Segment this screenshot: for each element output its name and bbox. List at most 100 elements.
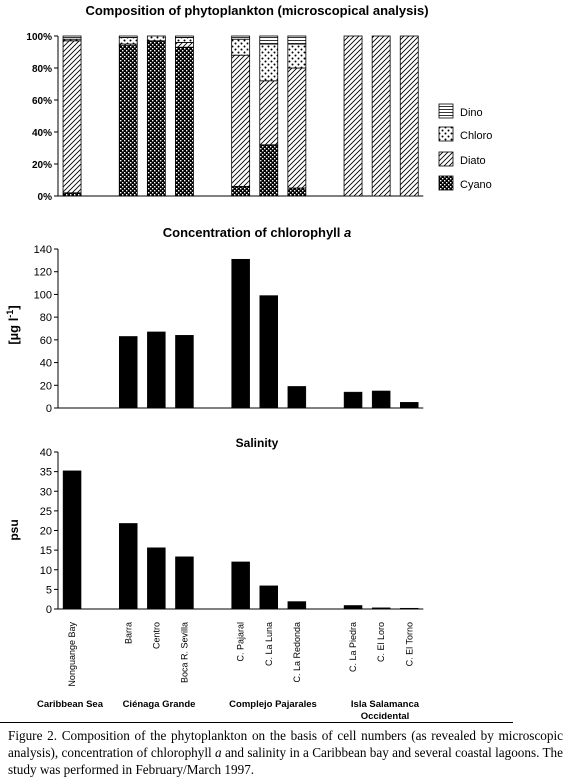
figure: Composition of phytoplankton (microscopi… bbox=[5, 3, 492, 722]
chart-2-y-tick-label: 140 bbox=[34, 244, 52, 256]
chart-1-bar-dino bbox=[231, 35, 251, 40]
chart-1-bar-diato bbox=[259, 80, 279, 146]
x-tick-label: Nonguange Bay bbox=[67, 622, 77, 687]
chart-1-bar-diato bbox=[399, 35, 419, 197]
chart-1-title: Composition of phytoplankton (microscopi… bbox=[85, 3, 428, 18]
chart-1-bar-cyano bbox=[287, 187, 307, 197]
x-tick-label: C. La Redonda bbox=[292, 622, 302, 683]
chart-1-y-tick-label: 60% bbox=[32, 96, 52, 107]
chart-1-bar-cyano bbox=[118, 45, 138, 197]
chart-2-y-tick-label: 100 bbox=[34, 289, 52, 301]
chart-1-bar-cyano bbox=[62, 192, 82, 197]
chart-2-y-tick-label: 20 bbox=[40, 380, 52, 392]
chart-3-y-tick-label: 10 bbox=[40, 565, 52, 577]
chart-1-bar-diato bbox=[175, 42, 194, 48]
legend-swatch-chloro bbox=[438, 126, 454, 142]
legend-label-dino: Dino bbox=[460, 107, 483, 119]
chart-2-bar bbox=[343, 391, 363, 409]
chart-1-y-tick-label: 40% bbox=[32, 128, 52, 139]
chart-2-bar bbox=[147, 331, 166, 409]
x-tick-label: Boca R. Sevilla bbox=[179, 622, 189, 683]
chart-3-bar bbox=[287, 601, 307, 610]
chart-2-y-tick-label: 0 bbox=[46, 403, 52, 415]
chart-1-bar-chloro bbox=[118, 37, 138, 45]
chart-3-y-tick-label: 20 bbox=[40, 526, 52, 538]
chart-1-bar-diato bbox=[62, 40, 82, 194]
chart-3-y-tick-label: 5 bbox=[46, 584, 52, 596]
chart-2-title: Concentration of chlorophyll a bbox=[163, 225, 352, 240]
chart-1-y-tick-label: 0% bbox=[38, 192, 53, 203]
chart-1-y-tick-label: 100% bbox=[26, 32, 52, 43]
chart-2-y-tick-label: 80 bbox=[40, 312, 52, 324]
chart-3-bar bbox=[147, 547, 166, 610]
chart-1-bar-dino bbox=[118, 35, 138, 38]
figure-bottom-rule bbox=[0, 722, 513, 723]
chart-3-bar bbox=[259, 585, 278, 610]
chart-1-y-tick-label: 20% bbox=[32, 160, 52, 171]
chart-2-bar bbox=[287, 386, 307, 409]
chart-1-bar-dino bbox=[287, 35, 307, 45]
chart-3-bar bbox=[119, 523, 138, 610]
legend-label-diato: Diato bbox=[460, 155, 486, 167]
x-tick-label: C. El Loro bbox=[376, 622, 386, 662]
chart-2-bar bbox=[259, 295, 278, 409]
legend-label-chloro: Chloro bbox=[460, 130, 492, 142]
x-tick-label: Centro bbox=[151, 622, 161, 649]
chart-1-bar-cyano bbox=[146, 40, 166, 197]
chart-1-bar-chloro bbox=[146, 35, 166, 42]
legend-swatch-diato bbox=[438, 151, 454, 167]
x-tick-label: C. La Luna bbox=[264, 622, 274, 666]
chart-1-bar-chloro bbox=[287, 43, 307, 69]
group-label-isla-salamanca: Isla Salamanca bbox=[351, 699, 420, 710]
chart-2-y-tick-label: 60 bbox=[40, 335, 52, 347]
chart-2-bar bbox=[400, 402, 419, 409]
chart-1-bar-dino bbox=[62, 35, 82, 40]
chart-1-bar-chloro bbox=[175, 37, 194, 43]
chart-3-bar bbox=[400, 607, 419, 610]
figure-caption: Figure 2. Composition of the phytoplankt… bbox=[8, 728, 563, 777]
chart-2-bar bbox=[371, 390, 391, 409]
chart-1-legend: Dino Chloro Diato Cyano bbox=[438, 103, 492, 191]
chart-3-y-tick-label: 15 bbox=[40, 545, 52, 557]
chart-3-bar bbox=[175, 556, 194, 610]
chart-3-title: Salinity bbox=[236, 436, 279, 450]
chart-3-bar bbox=[231, 561, 250, 610]
chart-3-y-tick-label: 30 bbox=[40, 486, 52, 498]
chart-1-bar-cyano bbox=[231, 185, 251, 197]
chart-2-bar bbox=[175, 335, 194, 409]
chart-3-ylabel: psu bbox=[7, 519, 21, 540]
legend-swatch-cyano bbox=[438, 175, 454, 191]
chart-2-bar bbox=[231, 258, 250, 409]
legend-label-cyano: Cyano bbox=[460, 179, 492, 191]
chart-1-bar-chloro bbox=[231, 38, 251, 56]
chart-1-bar-dino bbox=[175, 35, 194, 38]
chart-2-ylabel: [µg l-1] bbox=[5, 305, 21, 344]
chart-3-bar bbox=[371, 607, 391, 610]
group-label-isla-salamanca-line2: Occidental bbox=[361, 711, 410, 722]
group-label-complejo-pajarales: Complejo Pajarales bbox=[229, 699, 317, 710]
chart-1-bar-cyano bbox=[259, 144, 279, 197]
chart-1-bar-diato bbox=[343, 35, 363, 197]
chart-2-y-tick-label: 120 bbox=[34, 267, 52, 279]
chart-2-bar bbox=[119, 336, 138, 409]
chart-2-y-tick-label: 40 bbox=[40, 358, 52, 370]
chart-1-bar-chloro bbox=[259, 43, 279, 82]
chart-3-y-tick-label: 40 bbox=[40, 447, 52, 459]
chart-3-y-tick-label: 0 bbox=[46, 604, 52, 616]
chart-1-bar-cyano bbox=[175, 46, 194, 197]
group-label-cienaga-grande: Ciénaga Grande bbox=[123, 699, 196, 710]
group-label-caribbean-sea: Caribbean Sea bbox=[37, 699, 104, 710]
legend-swatch-dino bbox=[438, 103, 454, 119]
chart-1-bar-dino bbox=[259, 35, 279, 45]
chart-3-y-tick-label: 35 bbox=[40, 467, 52, 479]
chart-3-bar bbox=[62, 470, 82, 610]
x-tick-label: C. El Torno bbox=[404, 622, 414, 666]
x-tick-label: C. Pajaral bbox=[236, 622, 246, 662]
chart-1-y-tick-label: 80% bbox=[32, 64, 52, 75]
chart-3-bar bbox=[343, 605, 363, 610]
x-tick-label: Barra bbox=[123, 622, 133, 644]
chart-3-y-tick-label: 25 bbox=[40, 506, 52, 518]
x-tick-label: C. La Piedra bbox=[348, 622, 358, 672]
chart-1-bar-diato bbox=[371, 35, 391, 197]
chart-1-bar-diato bbox=[231, 54, 251, 187]
